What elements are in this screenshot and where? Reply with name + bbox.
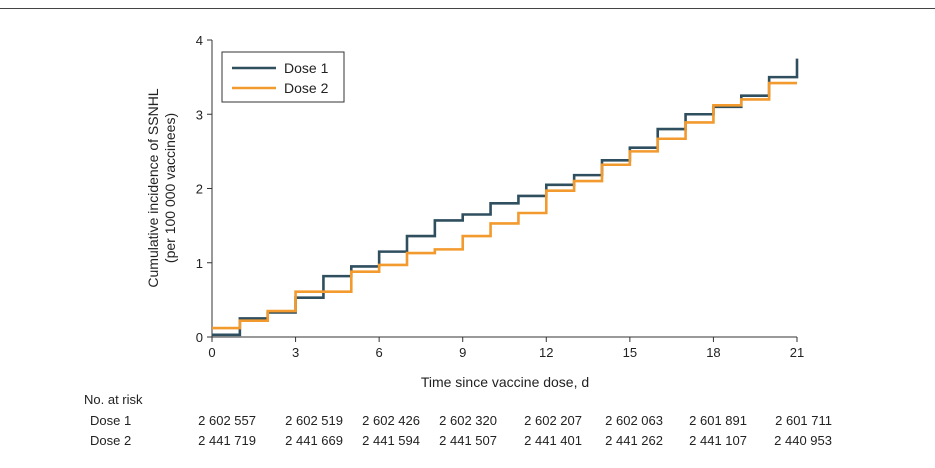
y-tick-label: 4	[196, 33, 203, 48]
x-tick-label: 3	[292, 345, 299, 360]
legend-label-dose-1: Dose 1	[284, 60, 329, 76]
y-axis-title-line1: Cumulative incidence of SSNHL	[145, 88, 161, 287]
top-rule	[0, 8, 935, 9]
series-line-dose-2	[212, 81, 797, 330]
y-axis-title-line2: (per 100 000 vaccinees)	[162, 113, 178, 263]
legend: Dose 1 Dose 2	[221, 51, 345, 103]
x-axis-title: Time since vaccine dose, d	[421, 374, 589, 390]
y-tick-label: 3	[196, 107, 203, 122]
legend-box	[221, 51, 345, 103]
x-tick-label: 9	[459, 345, 466, 360]
y-tick-label: 2	[196, 182, 203, 197]
y-tick-label: 0	[196, 330, 203, 345]
x-tick-label: 15	[623, 345, 637, 360]
x-tick-label: 12	[539, 345, 553, 360]
y-tick-label: 1	[196, 256, 203, 271]
x-tick-label: 18	[706, 345, 720, 360]
x-tick-label: 21	[790, 345, 804, 360]
series-layer	[212, 58, 799, 337]
legend-label-dose-2: Dose 2	[284, 80, 329, 96]
x-tick-label: 0	[208, 345, 215, 360]
x-tick-label: 6	[376, 345, 383, 360]
